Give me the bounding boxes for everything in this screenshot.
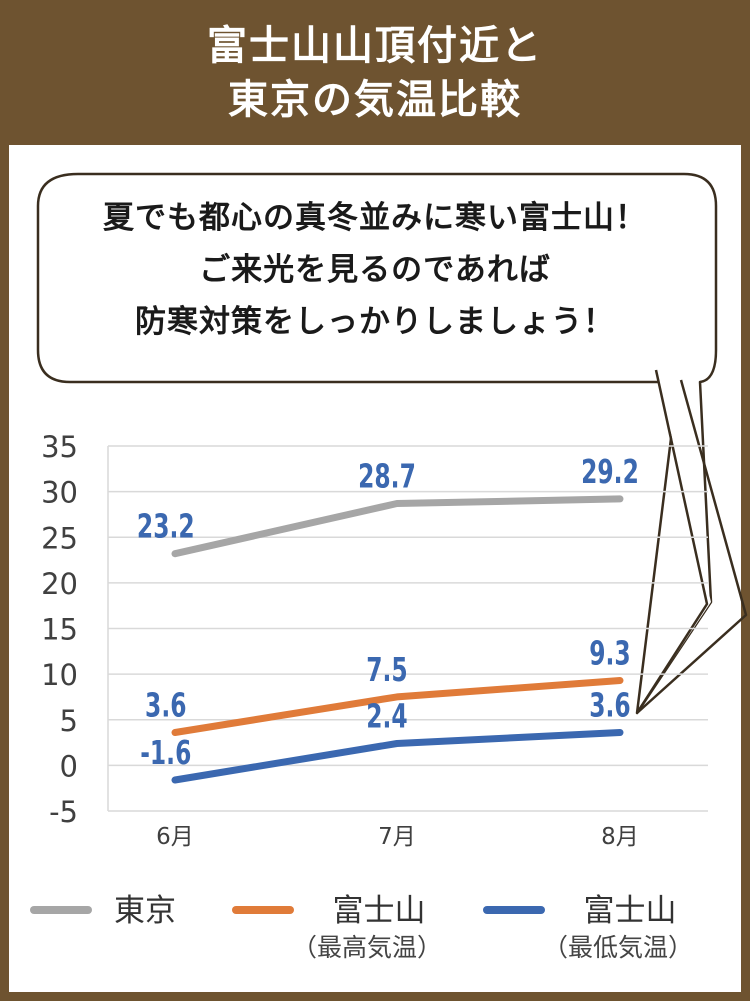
data-label: -1.6	[140, 733, 191, 772]
data-label: 7.5	[366, 650, 407, 689]
data-label: 29.2	[581, 452, 639, 491]
y-tick-label: -5	[49, 795, 78, 829]
page-title: 富士山山頂付近と 東京の気温比較	[0, 0, 750, 145]
y-tick-label: 0	[60, 749, 78, 783]
data-label: 2.4	[366, 696, 407, 735]
bubble-line-2: ご来光を見るのであれば	[199, 252, 551, 288]
y-tick-label: 10	[41, 658, 78, 692]
data-label: 3.6	[145, 685, 186, 724]
data-label: 28.7	[358, 456, 416, 495]
y-tick-label: 20	[41, 567, 78, 601]
series-line-1	[171, 677, 624, 736]
data-label: 3.6	[589, 685, 630, 724]
y-tick-label: 25	[41, 521, 78, 555]
y-tick-label: 30	[41, 476, 78, 510]
data-label: 23.2	[137, 507, 195, 546]
y-tick-label: 15	[41, 613, 78, 647]
series-line-0	[171, 495, 624, 558]
x-tick-label: 6月	[156, 824, 194, 850]
x-tick-label: 8月	[601, 824, 639, 850]
title-line-1: 富士山山頂付近と	[207, 22, 543, 69]
bubble-line-1: 夏でも都心の真冬並みに寒い富士山！	[103, 200, 647, 236]
y-tick-label: 35	[41, 430, 78, 464]
series-line-2	[171, 729, 624, 784]
bubble-line-3: 防寒対策をしっかりしましょう！	[135, 304, 615, 340]
speech-bubble-tail-stroke	[635, 369, 748, 714]
data-label: 9.3	[589, 633, 630, 672]
title-line-2: 東京の気温比較	[228, 76, 522, 123]
x-tick-label: 7月	[378, 824, 416, 850]
y-tick-label: 5	[60, 704, 78, 738]
speech-bubble-text: 夏でも都心の真冬並みに寒い富士山！ ご来光を見るのであれば 防寒対策をしっかりし…	[44, 192, 706, 348]
